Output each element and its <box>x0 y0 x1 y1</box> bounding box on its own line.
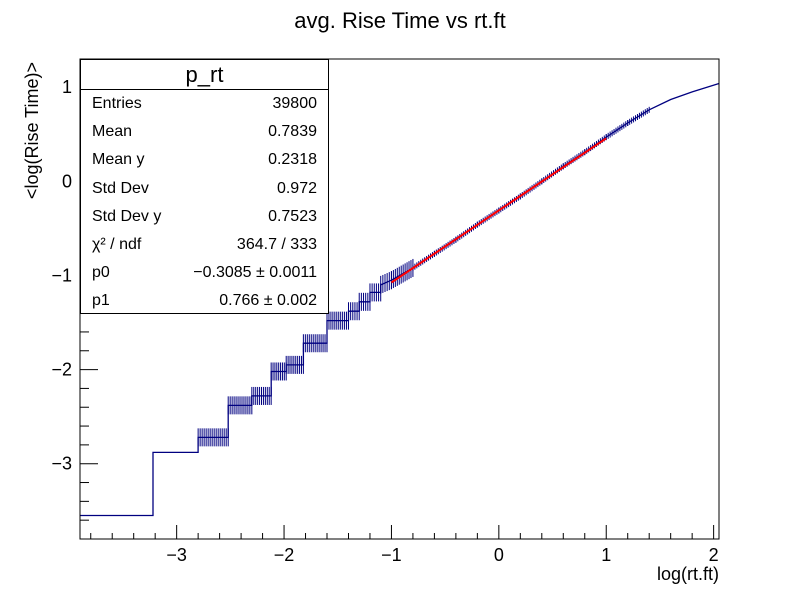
y-tick-label: −3 <box>51 454 72 474</box>
stats-row-value: 0.7839 <box>268 123 317 141</box>
stats-row-value: −0.3085 ± 0.0011 <box>193 264 317 282</box>
stats-row-label: Entries <box>92 95 142 112</box>
stats-row-label: Std Dev y <box>92 207 162 225</box>
x-tick-label: −2 <box>274 545 295 565</box>
stats-row: Std Dev y 0.7523 <box>81 203 328 231</box>
stats-box: p_rt Entries 39800 Mean 0.7839 Mean y 0.2318 S… <box>80 59 329 314</box>
x-tick-label: 1 <box>601 545 611 565</box>
stats-row: p1 0.766 ± 0.002 <box>81 287 328 315</box>
y-axis-label: <log(Rise Time)> <box>22 62 42 199</box>
stats-row: Entries 39800 <box>81 90 328 118</box>
chart-title: avg. Rise Time vs rt.ft <box>294 8 506 33</box>
x-tick-label: −1 <box>381 545 402 565</box>
stats-row: p0 −0.3085 ± 0.0011 <box>81 259 328 287</box>
stats-row-label: Mean <box>92 123 133 141</box>
y-tick-label: −1 <box>51 265 72 285</box>
stats-row-label: Mean y <box>92 151 145 169</box>
stats-row: Mean 0.7839 <box>81 118 328 146</box>
y-tick-label: −2 <box>51 360 72 380</box>
stats-row-label: χ² / ndf <box>92 235 142 253</box>
fit-line <box>390 137 607 284</box>
stats-rows: Entries 39800 Mean 0.7839 Mean y 0.2318 Std De… <box>81 90 328 316</box>
stats-row: Std Dev 0.972 <box>81 175 328 203</box>
stats-row: Mean y 0.2318 <box>81 146 328 174</box>
stats-title: p_rt <box>81 60 328 90</box>
stats-row-value: 364.7 / 333 <box>236 235 317 253</box>
stats-row: χ² / ndf 364.7 / 333 <box>81 231 328 259</box>
stats-row-value: 0.7523 <box>268 207 317 225</box>
y-tick-label: 1 <box>62 77 72 97</box>
stats-row-label: Std Dev <box>92 179 149 197</box>
x-tick-label: 0 <box>494 545 504 565</box>
y-tick-label: 0 <box>62 171 72 191</box>
x-axis-label: log(rt.ft) <box>657 564 719 584</box>
x-tick-label: 2 <box>709 545 719 565</box>
stats-row-value: 0.2318 <box>268 151 317 169</box>
stats-row-label: p0 <box>92 264 110 282</box>
stats-row-value: 39800 <box>272 95 318 112</box>
stats-row-value: 0.972 <box>276 179 317 197</box>
stats-row-value: 0.766 ± 0.002 <box>219 292 317 310</box>
stats-row-label: p1 <box>92 292 110 310</box>
x-tick-label: −3 <box>166 545 187 565</box>
